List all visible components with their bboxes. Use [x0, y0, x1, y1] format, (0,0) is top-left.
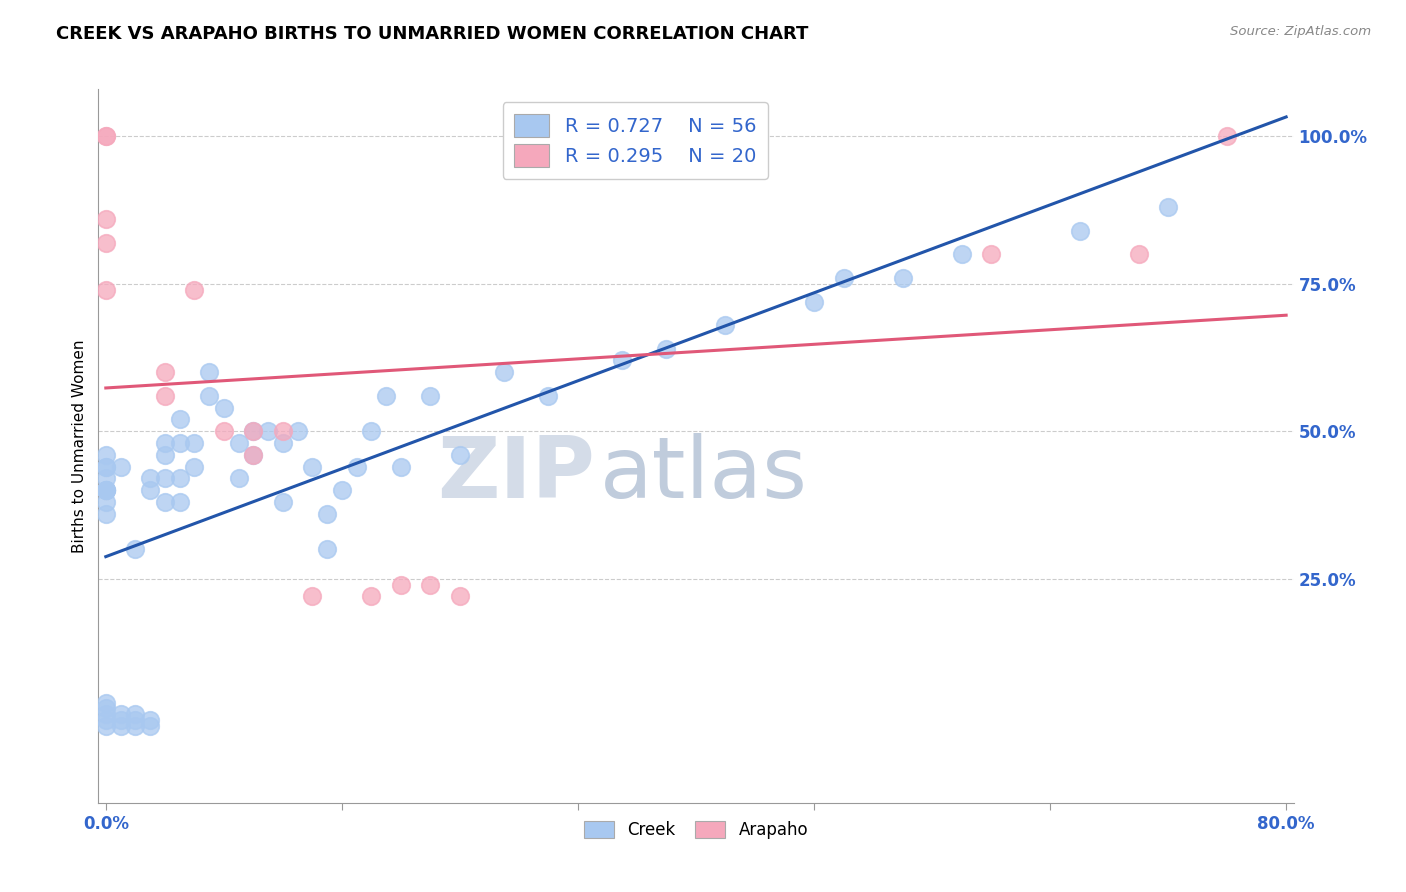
Point [316, 507, 339, 521]
Point [1069, 224, 1091, 238]
Point [110, 707, 132, 722]
Point [94, 713, 117, 727]
Point [153, 471, 176, 485]
Point [537, 389, 560, 403]
Point [655, 342, 678, 356]
Point [389, 459, 412, 474]
Point [94, 448, 117, 462]
Point [212, 401, 235, 415]
Point [1128, 247, 1150, 261]
Point [242, 448, 264, 462]
Point [257, 424, 280, 438]
Point [153, 365, 176, 379]
Point [124, 713, 146, 727]
Text: CREEK VS ARAPAHO BIRTHS TO UNMARRIED WOMEN CORRELATION CHART: CREEK VS ARAPAHO BIRTHS TO UNMARRIED WOM… [56, 25, 808, 43]
Point [389, 577, 412, 591]
Point [242, 424, 264, 438]
Point [330, 483, 353, 498]
Point [169, 471, 191, 485]
Point [449, 590, 471, 604]
Point [449, 448, 471, 462]
Point [980, 247, 1002, 261]
Point [94, 696, 117, 710]
Point [271, 495, 294, 509]
Point [271, 436, 294, 450]
Point [94, 483, 117, 498]
Point [714, 318, 737, 332]
Point [346, 459, 368, 474]
Point [153, 495, 176, 509]
Point [242, 424, 264, 438]
Point [242, 448, 264, 462]
Point [153, 436, 176, 450]
Point [169, 495, 191, 509]
Point [228, 471, 250, 485]
Point [124, 707, 146, 722]
Point [94, 129, 117, 144]
Legend: Creek, Arapaho: Creek, Arapaho [576, 814, 815, 846]
Point [360, 424, 382, 438]
Point [419, 577, 441, 591]
Point [183, 436, 205, 450]
Point [360, 590, 382, 604]
Text: atlas: atlas [600, 433, 808, 516]
Point [139, 483, 162, 498]
Point [110, 713, 132, 727]
Point [169, 412, 191, 426]
Point [198, 389, 221, 403]
Text: ZIP: ZIP [437, 433, 595, 516]
Point [183, 283, 205, 297]
Point [94, 129, 117, 144]
Point [612, 353, 634, 368]
Point [198, 365, 221, 379]
Point [94, 507, 117, 521]
Point [94, 483, 117, 498]
Point [153, 389, 176, 403]
Point [271, 424, 294, 438]
Point [301, 590, 323, 604]
Point [1216, 129, 1239, 144]
Point [169, 436, 191, 450]
Point [94, 483, 117, 498]
Point [124, 719, 146, 733]
Point [94, 211, 117, 226]
Point [94, 235, 117, 250]
Point [212, 424, 235, 438]
Point [287, 424, 309, 438]
Point [139, 713, 162, 727]
Point [94, 459, 117, 474]
Y-axis label: Births to Unmarried Women: Births to Unmarried Women [72, 339, 87, 553]
Point [139, 719, 162, 733]
Point [301, 459, 323, 474]
Point [94, 471, 117, 485]
Point [832, 271, 855, 285]
Point [94, 459, 117, 474]
Point [110, 719, 132, 733]
Point [94, 495, 117, 509]
Point [153, 448, 176, 462]
Point [419, 389, 441, 403]
Point [803, 294, 825, 309]
Point [375, 389, 398, 403]
Point [316, 542, 339, 557]
Point [94, 701, 117, 715]
Point [110, 459, 132, 474]
Point [94, 283, 117, 297]
Point [494, 365, 516, 379]
Point [1157, 200, 1180, 214]
Point [94, 719, 117, 733]
Text: Source: ZipAtlas.com: Source: ZipAtlas.com [1230, 25, 1371, 38]
Point [124, 542, 146, 557]
Point [139, 471, 162, 485]
Point [891, 271, 914, 285]
Point [94, 483, 117, 498]
Point [94, 707, 117, 722]
Point [950, 247, 973, 261]
Point [183, 459, 205, 474]
Point [228, 436, 250, 450]
